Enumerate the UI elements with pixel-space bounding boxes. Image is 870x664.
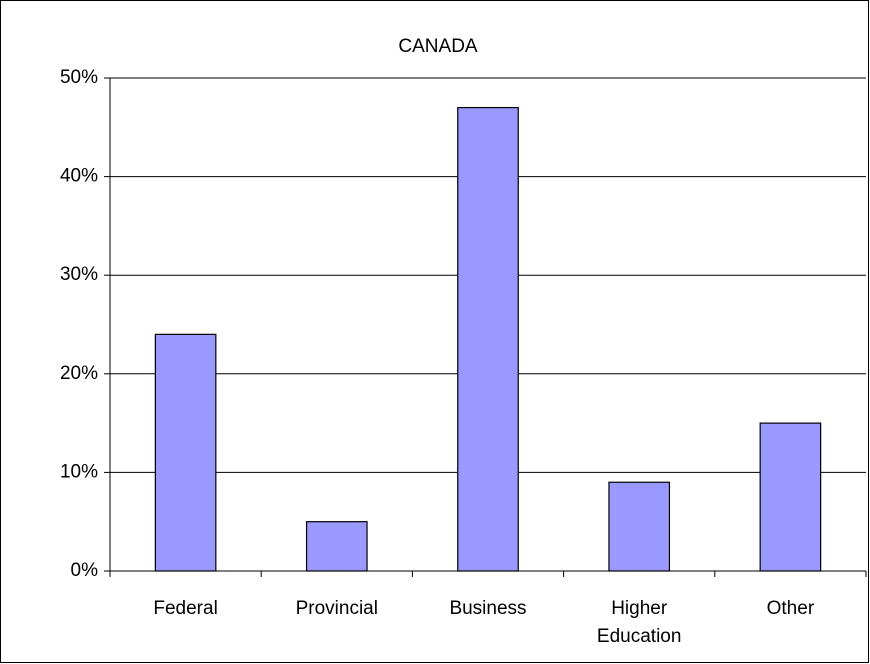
x-tick-label: Higher Education [596,598,682,647]
x-tick-label: Federal [153,598,218,619]
chart-title: CANADA [398,36,478,57]
bar [154,333,217,572]
bar [305,521,368,572]
bar [457,106,519,572]
bar [759,422,822,572]
y-tick-label: 50% [60,67,98,88]
x-tick-label: Provincial [295,598,378,619]
bar [608,481,671,572]
y-tick-label: 30% [60,264,98,285]
y-tick-label: 10% [60,461,98,482]
y-tick-label: 20% [60,363,98,384]
y-tick-label: 40% [60,166,98,187]
x-tick-label: Other [766,598,815,619]
y-tick-label: 0% [71,560,99,581]
x-tick-label: Business [449,598,527,619]
